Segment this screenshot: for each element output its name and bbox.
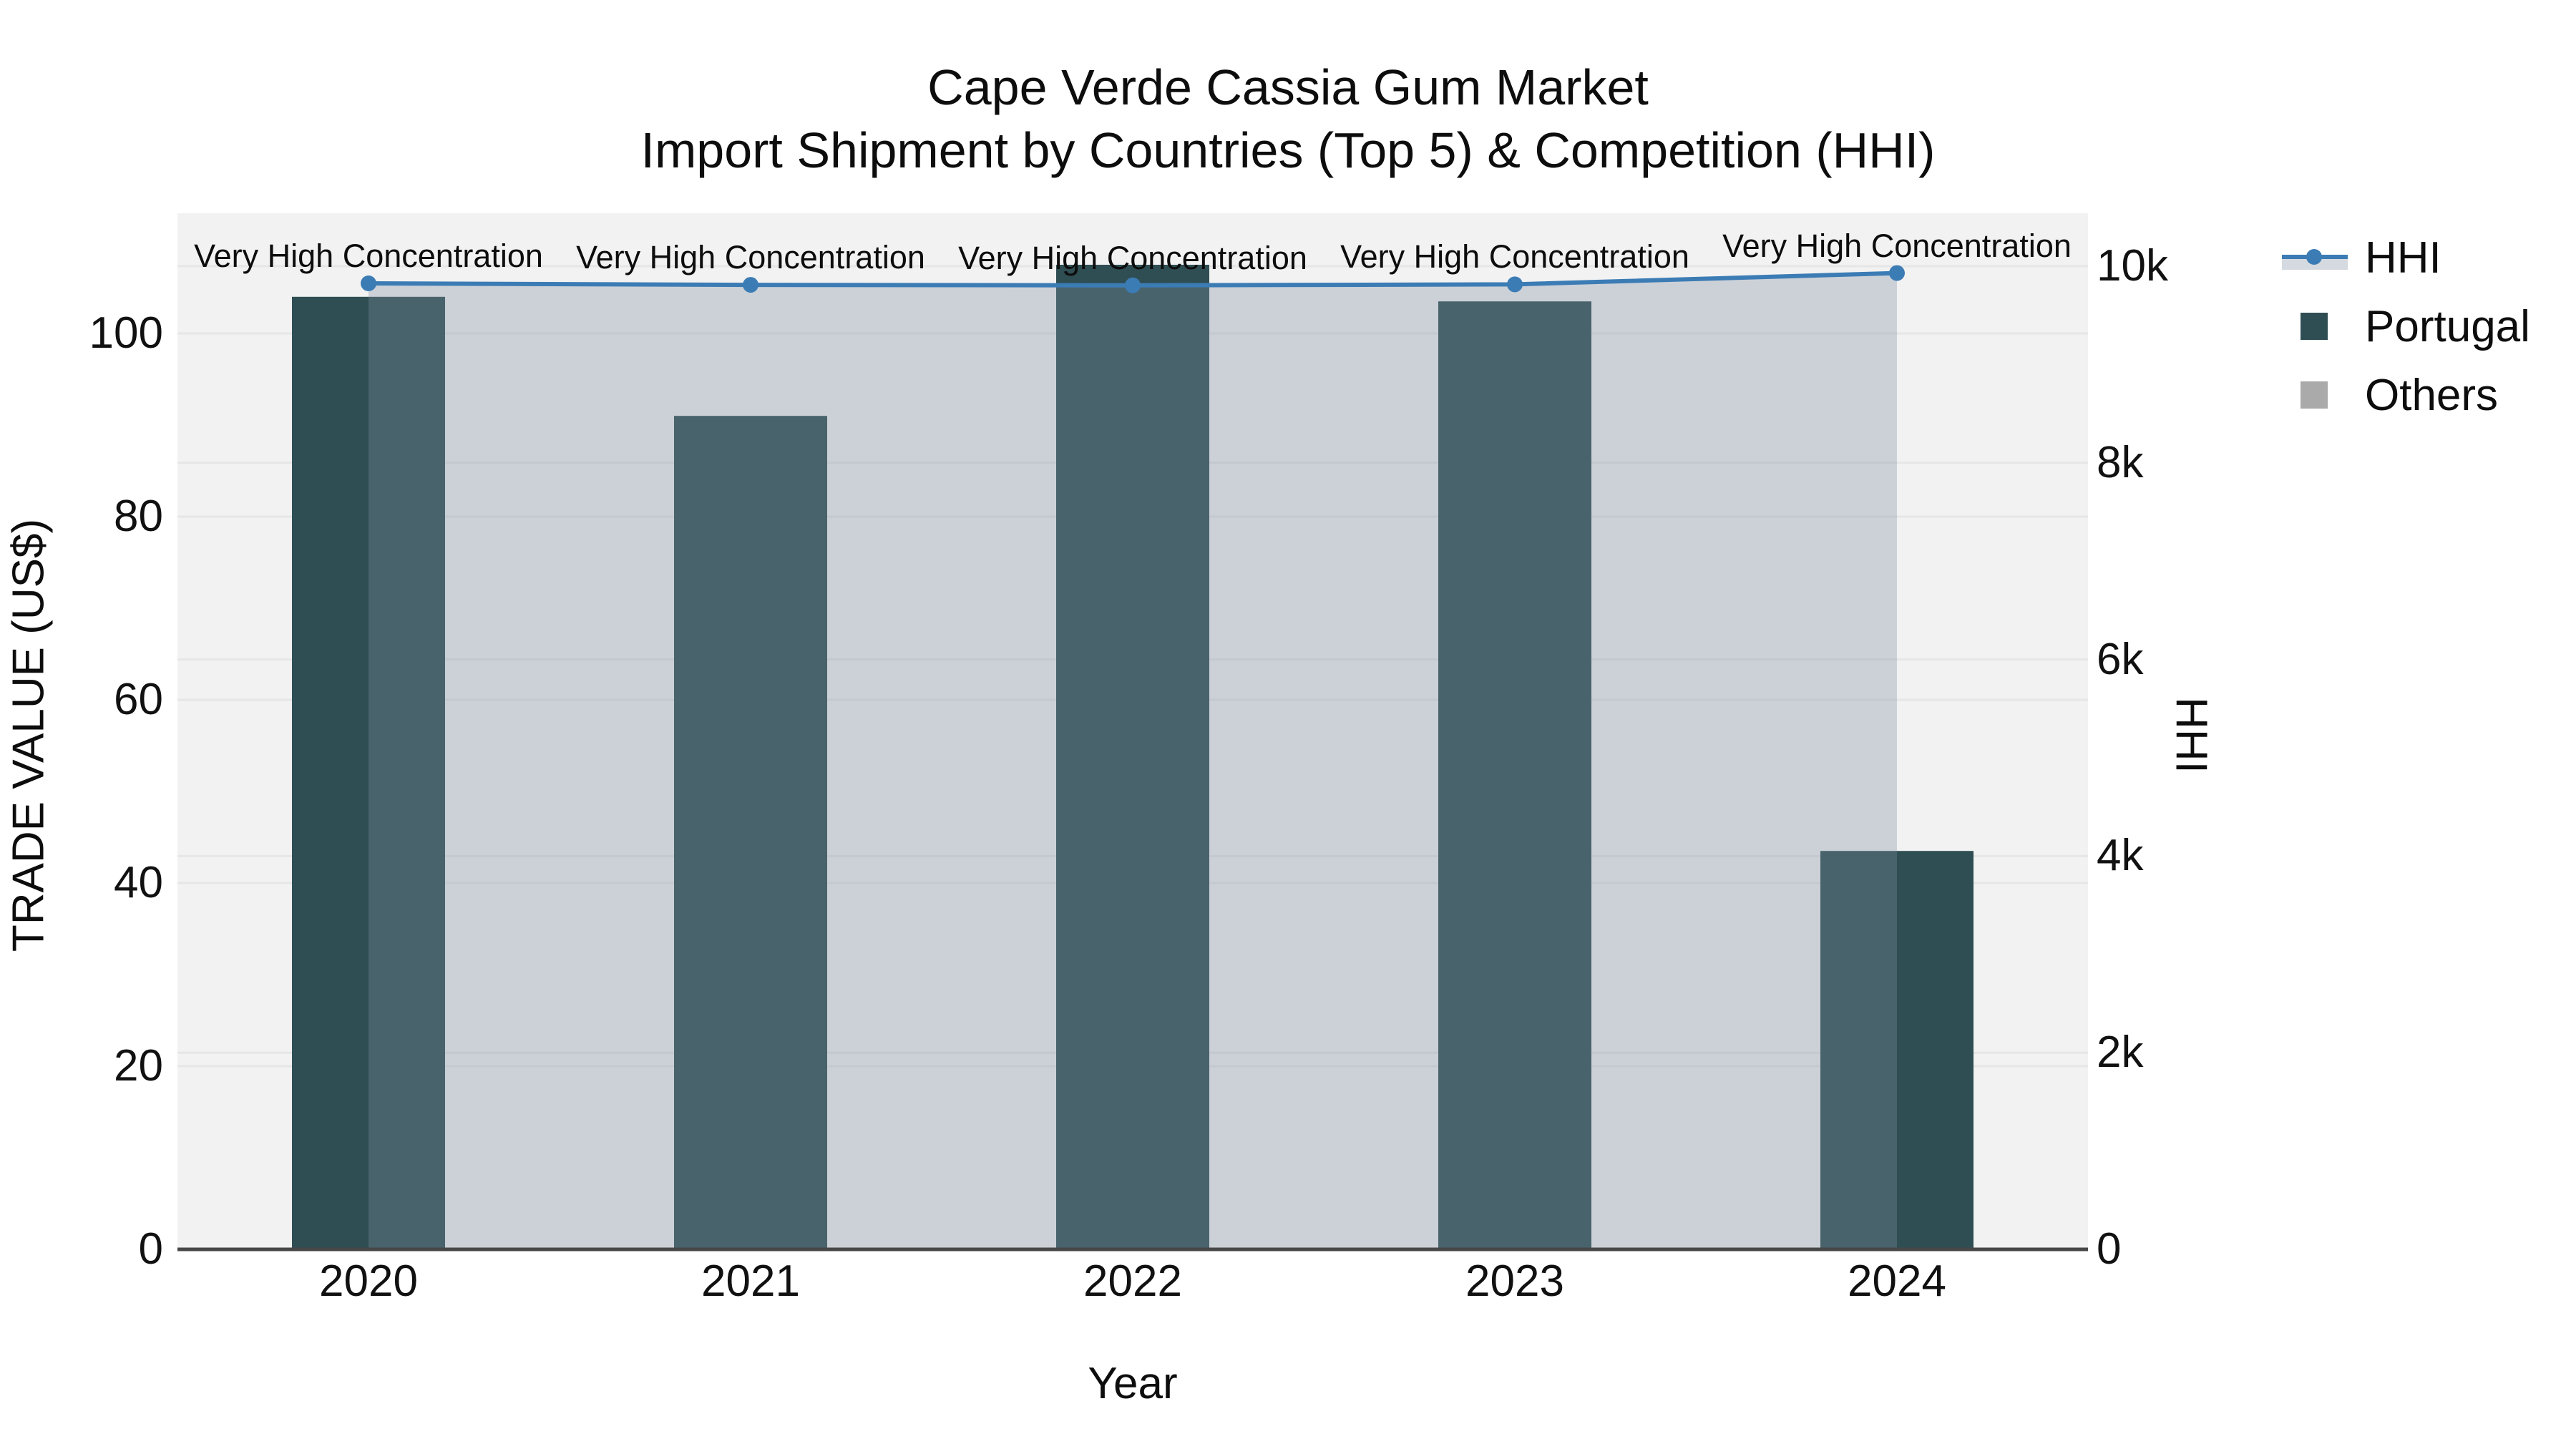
annotation-2024: Very High Concentration bbox=[1722, 227, 2072, 264]
hhi-point-2022[interactable] bbox=[1125, 277, 1141, 293]
x-tick-label-2023: 2023 bbox=[1465, 1257, 1564, 1306]
bar-portugal-2024[interactable] bbox=[1820, 851, 1974, 1249]
bar-portugal-2020[interactable] bbox=[292, 296, 445, 1249]
left-tick-label-40: 40 bbox=[114, 858, 163, 907]
others-swatch bbox=[2301, 381, 2328, 409]
annotation-2022: Very High Concentration bbox=[958, 239, 1307, 276]
legend-item-others[interactable]: Others bbox=[2279, 361, 2530, 429]
bar-portugal-2022[interactable] bbox=[1056, 265, 1209, 1249]
legend-label-portugal: Portugal bbox=[2365, 301, 2530, 351]
annotation-2021: Very High Concentration bbox=[576, 239, 925, 276]
legend-label-hhi: HHI bbox=[2365, 233, 2441, 283]
hhi-point-2023[interactable] bbox=[1507, 276, 1523, 293]
bar-portugal-2021[interactable] bbox=[674, 416, 827, 1250]
chart-title-line2: Import Shipment by Countries (Top 5) & C… bbox=[640, 122, 1936, 178]
left-axis-title: TRADE VALUE (US$) bbox=[4, 518, 54, 952]
annotation-2023: Very High Concentration bbox=[1340, 238, 1689, 275]
legend-item-hhi[interactable]: HHI bbox=[2279, 223, 2530, 292]
annotation-2020: Very High Concentration bbox=[194, 238, 543, 275]
right-tick-label-10k: 10k bbox=[2097, 241, 2168, 291]
right-axis-title: HHI bbox=[2166, 697, 2216, 774]
hhi-line-swatch bbox=[2279, 242, 2353, 273]
left-tick-label-100: 100 bbox=[89, 308, 163, 358]
hhi-point-2020[interactable] bbox=[361, 275, 376, 291]
right-tick-label-4k: 4k bbox=[2097, 831, 2144, 881]
legend-item-portugal[interactable]: Portugal bbox=[2279, 292, 2530, 361]
legend: HHI Portugal Others bbox=[2279, 223, 2530, 429]
right-tick-label-0: 0 bbox=[2097, 1224, 2122, 1274]
chart-title: Cape Verde Cassia Gum Market Import Ship… bbox=[0, 56, 2576, 182]
x-tick-label-2022: 2022 bbox=[1083, 1257, 1182, 1306]
right-tick-label-2k: 2k bbox=[2097, 1028, 2144, 1078]
hhi-point-2024[interactable] bbox=[1889, 265, 1905, 281]
x-axis-title: Year bbox=[1088, 1359, 1178, 1408]
left-tick-label-60: 60 bbox=[114, 675, 163, 724]
right-tick-label-8k: 8k bbox=[2097, 437, 2144, 487]
chart-title-line1: Cape Verde Cassia Gum Market bbox=[927, 59, 1649, 115]
x-tick-label-2020: 2020 bbox=[319, 1257, 418, 1306]
x-tick-label-2024: 2024 bbox=[1848, 1257, 1946, 1306]
left-tick-label-80: 80 bbox=[114, 492, 163, 541]
bar-portugal-2023[interactable] bbox=[1438, 301, 1591, 1250]
x-tick-label-2021: 2021 bbox=[701, 1257, 800, 1306]
legend-label-others: Others bbox=[2365, 370, 2499, 420]
left-tick-label-0: 0 bbox=[138, 1224, 163, 1274]
hhi-point-2021[interactable] bbox=[743, 277, 758, 293]
portugal-swatch bbox=[2301, 313, 2328, 340]
right-tick-label-6k: 6k bbox=[2097, 634, 2144, 684]
left-tick-label-20: 20 bbox=[114, 1041, 163, 1091]
hhi-area-fill bbox=[369, 273, 1897, 1250]
